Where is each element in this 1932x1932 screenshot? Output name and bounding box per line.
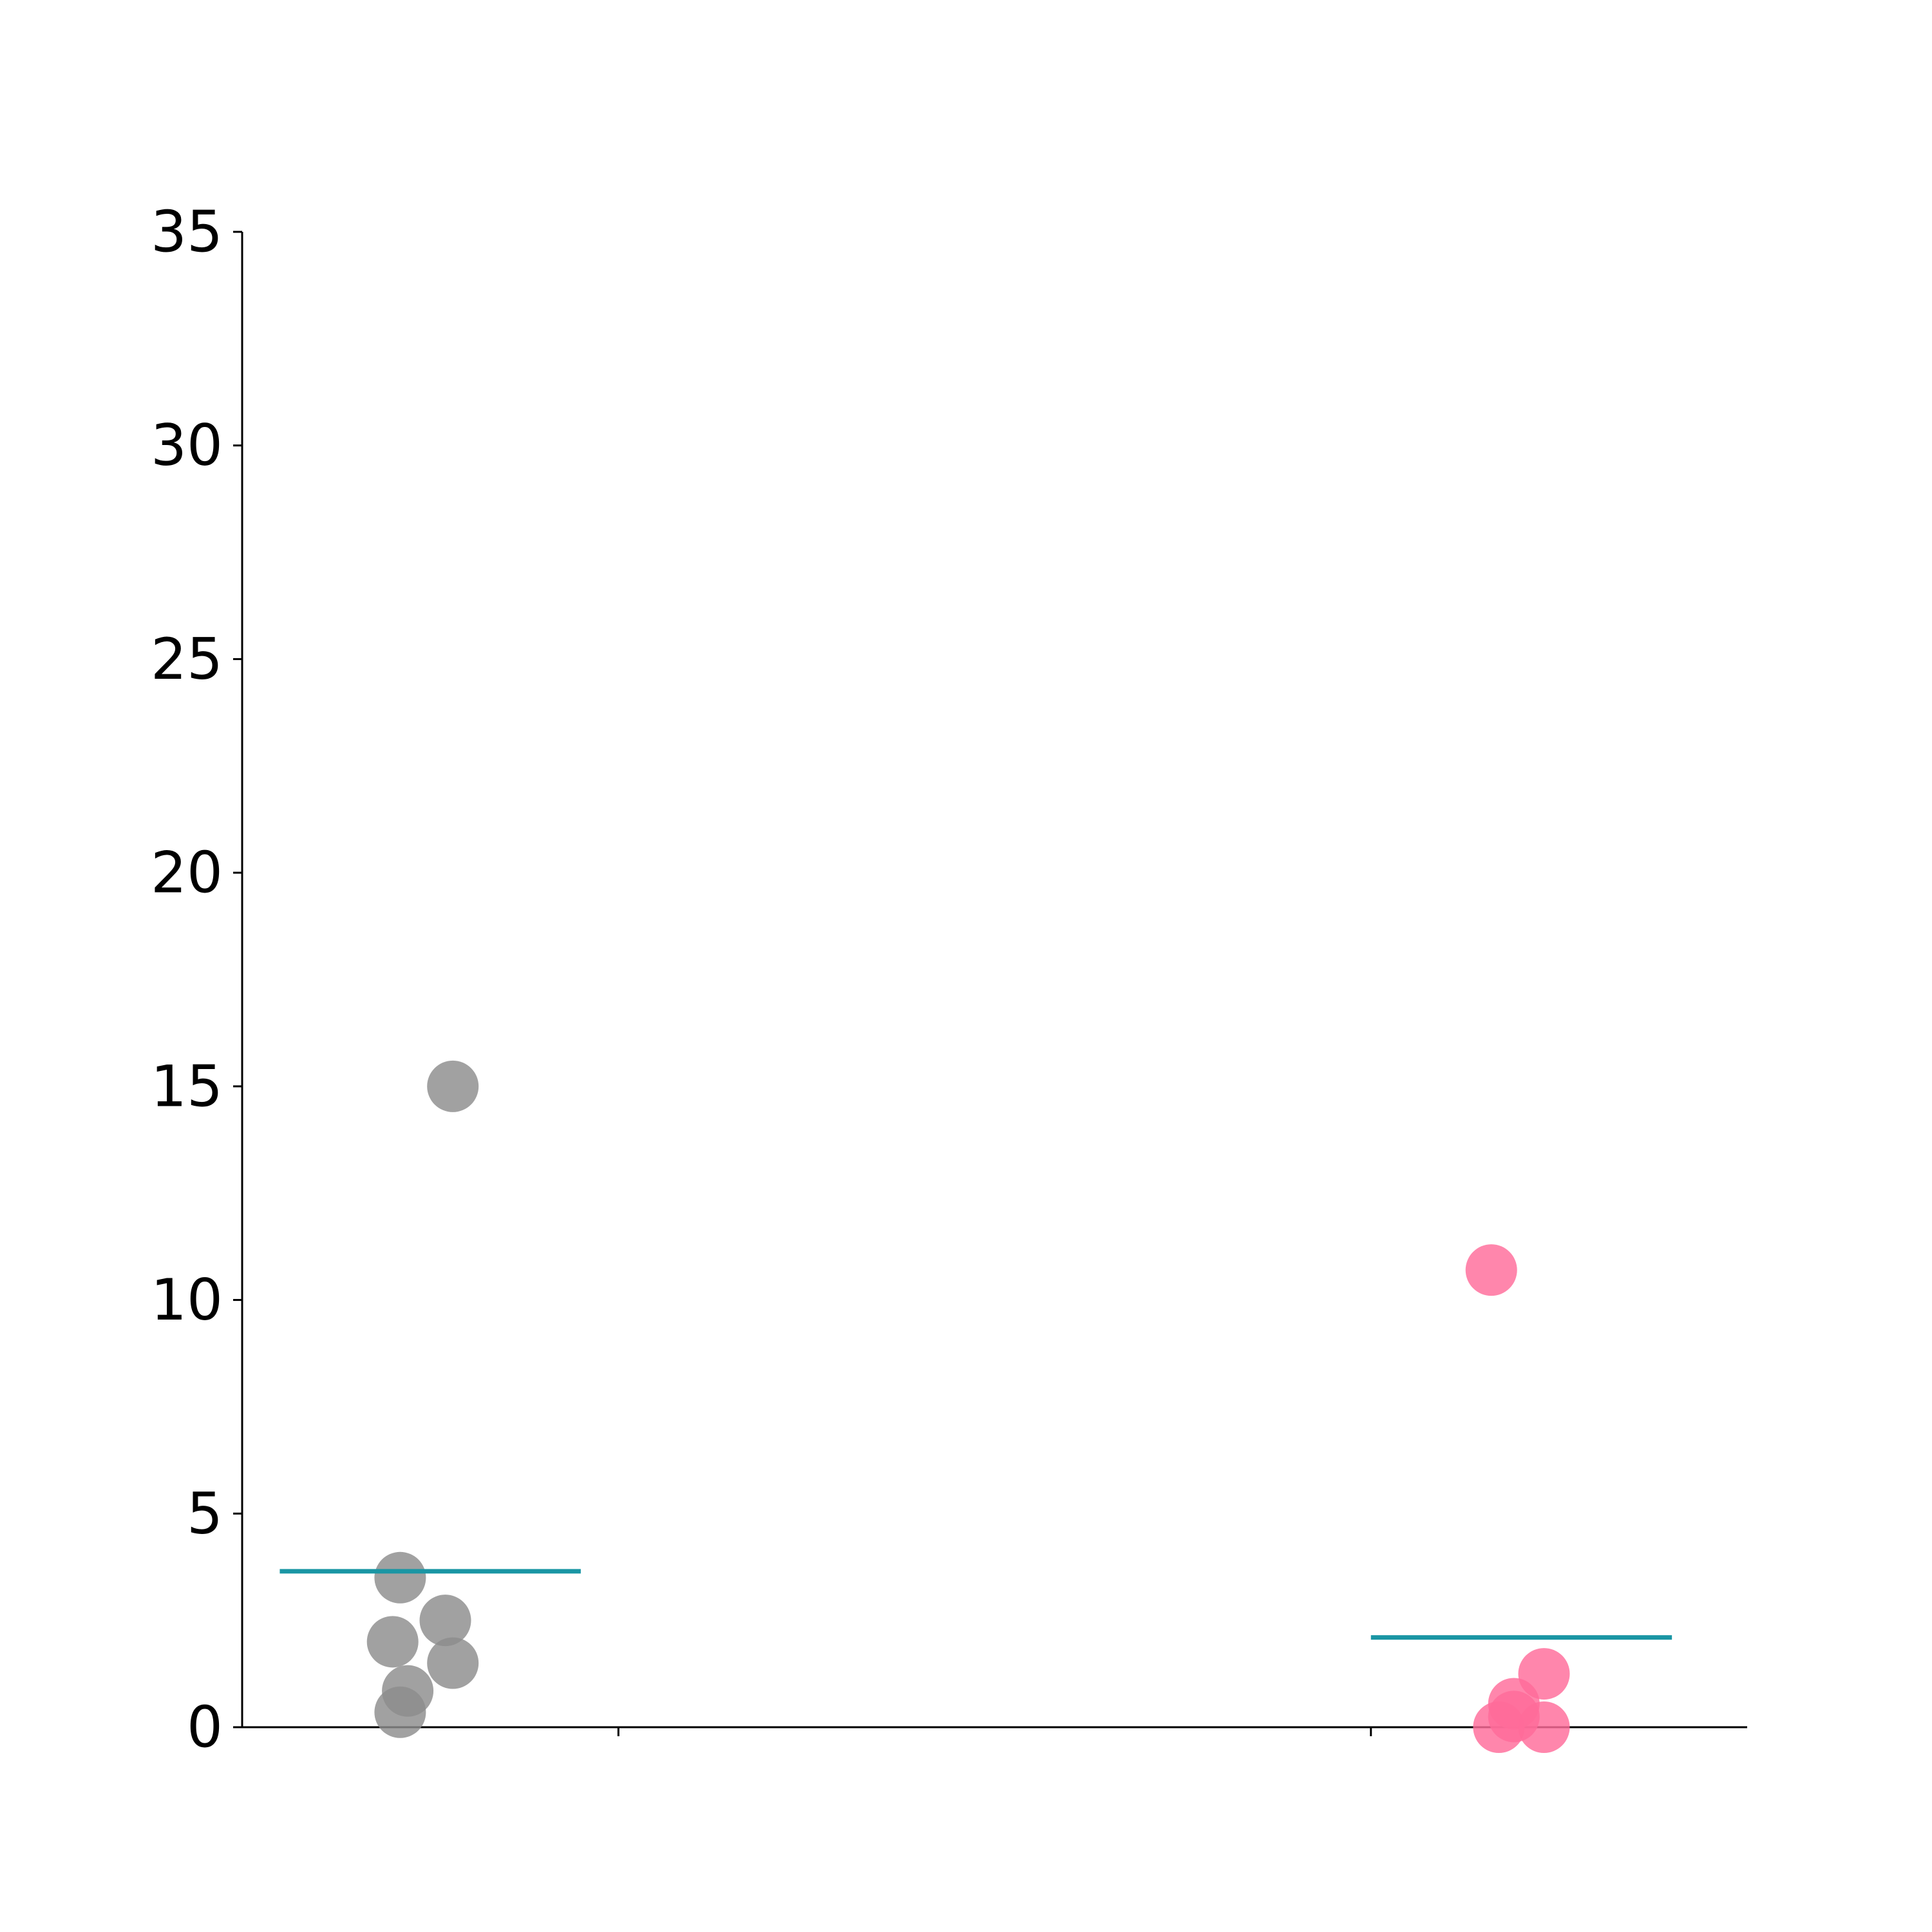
- data-point-s0-2: [419, 1595, 471, 1647]
- y-tick-label-15: 15: [151, 1053, 223, 1119]
- y-tick-label-0: 0: [187, 1694, 223, 1761]
- data-point-s0-6: [374, 1686, 426, 1738]
- data-point-s0-1: [374, 1551, 426, 1604]
- data-point-s0-4: [427, 1637, 479, 1689]
- y-tick-label-35: 35: [151, 199, 223, 265]
- data-point-s0-0: [427, 1060, 479, 1112]
- axes-layer: 0 5 10 15 20 25 30 35: [151, 199, 1747, 1761]
- data-point-s1-5: [1518, 1701, 1570, 1753]
- data-point-s0-3: [366, 1616, 419, 1668]
- mean-layer: [279, 1569, 1672, 1640]
- y-tick-label-25: 25: [151, 626, 223, 692]
- y-tick-label-30: 30: [151, 412, 223, 478]
- y-tick-label-5: 5: [187, 1481, 223, 1547]
- data-point-s1-0: [1465, 1244, 1517, 1296]
- y-tick-label-10: 10: [151, 1267, 223, 1333]
- points-layer: [366, 1060, 1570, 1753]
- y-tick-label-20: 20: [151, 840, 223, 906]
- data-point-s1-4: [1473, 1701, 1525, 1753]
